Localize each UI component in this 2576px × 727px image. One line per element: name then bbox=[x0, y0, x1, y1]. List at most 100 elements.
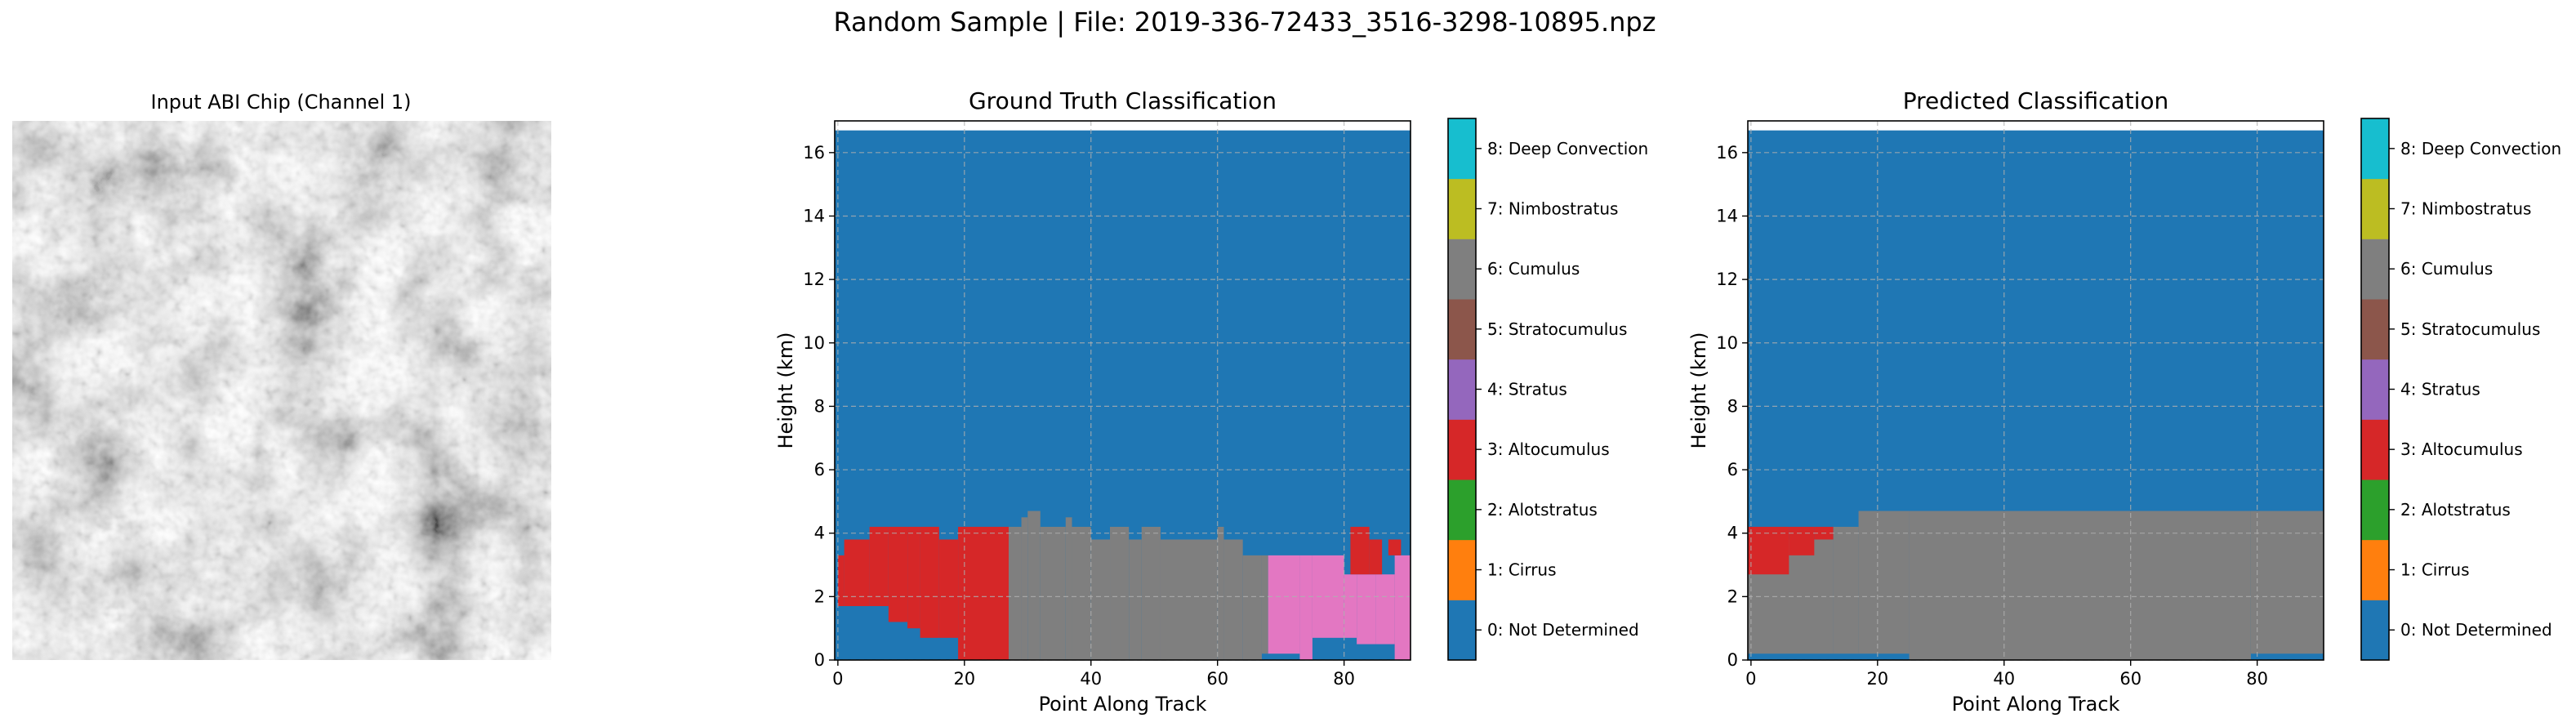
cbar-1-label-5: 5: Stratocumulus bbox=[1487, 319, 1627, 339]
gt-xtick-label: 80 bbox=[1333, 669, 1355, 689]
predicted-title: Predicted Classification bbox=[1903, 87, 2169, 114]
cbar-2-swatch-3 bbox=[2361, 419, 2389, 480]
pred-ytick-label: 12 bbox=[1716, 270, 1738, 289]
pred-cell-3 bbox=[1909, 511, 2251, 660]
gt-cell-31 bbox=[1369, 539, 1383, 575]
pred-cell-6 bbox=[1789, 526, 1815, 555]
gt-cell-16 bbox=[1129, 539, 1142, 660]
pred-cell-5 bbox=[1748, 526, 1789, 575]
cbar-1-swatch-6 bbox=[1448, 239, 1476, 300]
ground-truth-ylabel: Height (km) bbox=[774, 332, 797, 449]
cbar-1-label-7: 7: Nimbostratus bbox=[1487, 199, 1618, 219]
cbar-1-swatch-4 bbox=[1448, 359, 1476, 420]
pred-cell-4 bbox=[2250, 511, 2324, 654]
pred-cell-2 bbox=[1858, 511, 1910, 654]
pred-xtick-label: 60 bbox=[2119, 669, 2141, 689]
cbar-2-swatch-5 bbox=[2361, 299, 2389, 360]
gt-cell-19 bbox=[1217, 526, 1224, 660]
pred-ytick-label: 16 bbox=[1716, 143, 1738, 163]
gt-ytick-label: 14 bbox=[803, 206, 825, 225]
ground-truth-y-ticks: 0 2 4 6 8 10 12 14 16 bbox=[803, 143, 835, 670]
gt-cell-11 bbox=[1040, 526, 1066, 660]
cbar-2-label-2: 2: Alotstratus bbox=[2400, 500, 2511, 520]
predicted-y-ticks: 0 2 4 6 8 10 12 14 16 bbox=[1716, 143, 1748, 670]
cbar-2-swatch-2 bbox=[2361, 479, 2389, 541]
cbar-1-label-1: 1: Cirrus bbox=[1487, 560, 1557, 580]
cbar-2-swatch-8 bbox=[2361, 118, 2389, 180]
gt-cell-20 bbox=[1223, 539, 1243, 660]
gt-ytick-label: 8 bbox=[814, 396, 825, 416]
cbar-1-label-8: 8: Deep Convection bbox=[1487, 139, 1648, 158]
ground-truth-panel: 0 20 40 60 80 0 2 4 6 8 10 12 14 16 Ground Truth Cla… bbox=[774, 87, 1411, 716]
gt-xtick-label: 40 bbox=[1080, 669, 1102, 689]
gt-xtick-label: 0 bbox=[832, 669, 843, 689]
cbar-1-frame bbox=[1447, 118, 1477, 661]
cbar-2-swatch-6 bbox=[2361, 239, 2389, 300]
cbar-2-label-5: 5: Stratocumulus bbox=[2400, 319, 2540, 339]
predicted-grid bbox=[1748, 121, 2324, 661]
pred-ytick-label: 14 bbox=[1716, 206, 1738, 225]
gt-cell-23 bbox=[1268, 555, 1300, 654]
cbar-1-label-3: 3: Altocumulus bbox=[1487, 439, 1610, 459]
gt-cell-21 bbox=[1242, 555, 1262, 660]
cbar-2-label-6: 6: Cumulus bbox=[2400, 259, 2493, 279]
gt-cell-0 bbox=[837, 555, 845, 606]
gt-cell-15 bbox=[1110, 526, 1130, 660]
gt-cell-3 bbox=[888, 526, 908, 622]
ground-truth-x-ticks: 0 20 40 60 80 bbox=[832, 660, 1355, 689]
cbar-1-swatch-8 bbox=[1448, 118, 1476, 180]
gt-cell-24 bbox=[1299, 555, 1313, 660]
pred-xtick-label: 20 bbox=[1866, 669, 1888, 689]
pred-xtick-label: 40 bbox=[1993, 669, 2015, 689]
cbar-2-label-0: 0: Not Determined bbox=[2400, 620, 2552, 640]
figure-suptitle: Random Sample | File: 2019-336-72433_351… bbox=[834, 7, 1656, 38]
cbar-1-swatch-7 bbox=[1448, 178, 1476, 239]
gt-xtick-label: 20 bbox=[953, 669, 975, 689]
gt-ytick-label: 12 bbox=[803, 270, 825, 289]
cbar-2-frame bbox=[2360, 118, 2390, 661]
pred-ytick-label: 2 bbox=[1727, 587, 1738, 606]
gt-cell-18 bbox=[1160, 539, 1218, 660]
ground-truth-title: Ground Truth Classification bbox=[969, 87, 1277, 114]
cbar-1-swatch-2 bbox=[1448, 479, 1476, 541]
gt-cell-2 bbox=[869, 526, 889, 606]
cbar-2-swatch-0 bbox=[2361, 600, 2389, 661]
pred-xtick-label: 0 bbox=[1745, 669, 1756, 689]
cbar-2-swatch-4 bbox=[2361, 359, 2389, 420]
pred-cell-1 bbox=[1833, 526, 1859, 654]
gt-cell-6 bbox=[938, 539, 959, 638]
gt-cell-9 bbox=[1021, 517, 1028, 660]
gt-ytick-label: 2 bbox=[814, 587, 825, 606]
gt-cell-14 bbox=[1090, 539, 1111, 660]
gt-cell-10 bbox=[1027, 511, 1041, 660]
gt-cell-17 bbox=[1141, 526, 1161, 660]
cbar-1-swatch-3 bbox=[1448, 419, 1476, 480]
predicted-xlabel: Point Along Track bbox=[1952, 693, 2120, 716]
pred-ytick-label: 8 bbox=[1727, 396, 1738, 416]
cbar-1-swatch-5 bbox=[1448, 299, 1476, 360]
cbar-2-swatch-7 bbox=[2361, 178, 2389, 239]
input-chip-panel: Input ABI Chip (Channel 1) bbox=[12, 91, 551, 660]
cbar-2-swatch-1 bbox=[2361, 539, 2389, 600]
cbar-1-label-0: 0: Not Determined bbox=[1487, 620, 1639, 640]
gt-cell-22 bbox=[1261, 555, 1268, 654]
gt-cell-7 bbox=[958, 526, 1009, 660]
gt-cell-26 bbox=[1344, 574, 1357, 638]
gt-cell-32 bbox=[1388, 539, 1402, 555]
cbar-1-swatch-0 bbox=[1448, 600, 1476, 661]
cbar-1-label-2: 2: Alotstratus bbox=[1487, 500, 1598, 520]
predicted-x-ticks: 0 20 40 60 80 bbox=[1745, 660, 2268, 689]
cbar-2-label-4: 4: Stratus bbox=[2400, 380, 2480, 399]
cbar-2-label-1: 1: Cirrus bbox=[2400, 560, 2470, 580]
gt-ytick-label: 0 bbox=[814, 650, 825, 670]
gt-ytick-label: 10 bbox=[803, 333, 825, 353]
gt-cell-29 bbox=[1394, 555, 1411, 660]
cbar-2-label-3: 3: Altocumulus bbox=[2400, 439, 2523, 459]
input-chip-image bbox=[12, 121, 551, 660]
pred-ytick-label: 0 bbox=[1727, 650, 1738, 670]
gt-cell-1 bbox=[844, 539, 870, 606]
cbar-1-swatch-1 bbox=[1448, 539, 1476, 600]
cbar-2-label-8: 8: Deep Convection bbox=[2400, 139, 2561, 158]
gt-cell-8 bbox=[1009, 526, 1022, 660]
